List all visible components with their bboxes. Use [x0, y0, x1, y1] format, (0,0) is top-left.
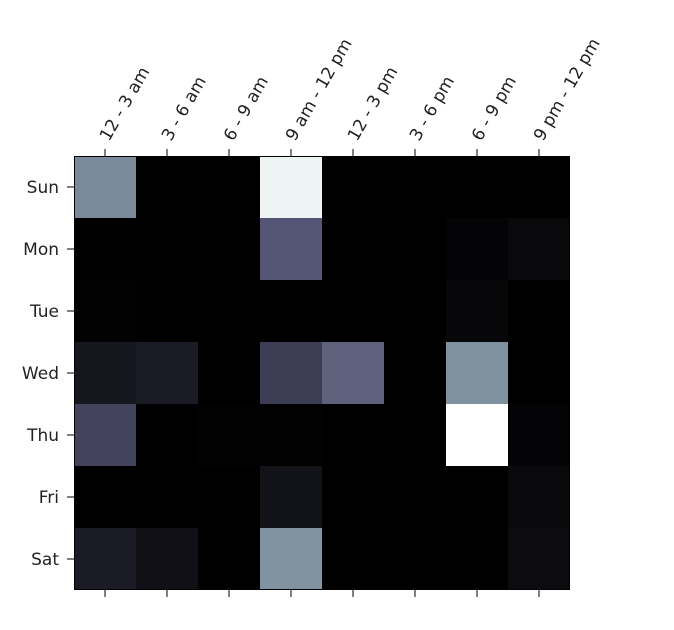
x-tick-label: 12 - 3 pm: [344, 63, 402, 144]
heatmap-cell-wed-2: [198, 342, 260, 404]
heatmap-cell-mon-1: [136, 218, 198, 280]
heatmap-cell-sun-3: [260, 156, 322, 218]
heatmap-cell-wed-6: [446, 342, 508, 404]
heatmap-cell-tue-2: [198, 280, 260, 342]
heatmap-cell-tue-7: [508, 280, 570, 342]
heatmap-cells: [74, 156, 570, 590]
heatmap-cell-sat-3: [260, 528, 322, 590]
heatmap-cell-tue-0: [74, 280, 136, 342]
heatmap-cell-mon-7: [508, 218, 570, 280]
heatmap-cell-mon-0: [74, 218, 136, 280]
x-tick-label: 9 pm - 12 pm: [530, 35, 605, 145]
heatmap-cell-fri-6: [446, 466, 508, 528]
y-tick-label: Mon: [23, 240, 59, 260]
heatmap-cell-tue-3: [260, 280, 322, 342]
x-tick-label: 9 am - 12 pm: [282, 35, 357, 144]
y-tick-label: Sun: [27, 178, 59, 198]
x-tick-label: 6 - 9 pm: [468, 73, 521, 145]
heatmap-cell-sat-5: [384, 528, 446, 590]
heatmap-cell-thu-7: [508, 404, 570, 466]
heatmap-cell-sun-6: [446, 156, 508, 218]
y-axis-ticks: Sun Mon Tue Wed Thu Fri Sat: [22, 178, 74, 570]
y-tick-label: Wed: [22, 364, 59, 384]
heatmap-cell-mon-3: [260, 218, 322, 280]
heatmap-cell-fri-7: [508, 466, 570, 528]
heatmap-cell-mon-6: [446, 218, 508, 280]
heatmap-cell-sat-1: [136, 528, 198, 590]
heatmap-cell-wed-4: [322, 342, 384, 404]
x-tick-label: 6 - 9 am: [220, 73, 273, 144]
heatmap-cell-fri-5: [384, 466, 446, 528]
heatmap-cell-sat-6: [446, 528, 508, 590]
heatmap-cell-wed-3: [260, 342, 322, 404]
heatmap-cell-thu-4: [322, 404, 384, 466]
heatmap-cell-mon-4: [322, 218, 384, 280]
heatmap-cell-sat-0: [74, 528, 136, 590]
x-tick-label: 12 - 3 am: [96, 64, 154, 145]
heatmap-cell-tue-5: [384, 280, 446, 342]
x-tick-label: 3 - 6 am: [158, 73, 211, 144]
heatmap-cell-thu-3: [260, 404, 322, 466]
heatmap-cell-mon-2: [198, 218, 260, 280]
heatmap-cell-sun-1: [136, 156, 198, 218]
y-tick-label: Sat: [31, 550, 59, 570]
heatmap-cell-fri-4: [322, 466, 384, 528]
heatmap-cell-sat-4: [322, 528, 384, 590]
heatmap-cell-tue-1: [136, 280, 198, 342]
heatmap-cell-wed-0: [74, 342, 136, 404]
heatmap-cell-thu-1: [136, 404, 198, 466]
x-tick-label: 3 - 6 pm: [406, 73, 459, 145]
y-tick-label: Tue: [29, 302, 59, 322]
heatmap-cell-sat-7: [508, 528, 570, 590]
heatmap-cell-thu-2: [198, 404, 260, 466]
heatmap-cell-fri-0: [74, 466, 136, 528]
heatmap-cell-sun-0: [74, 156, 136, 218]
heatmap-cell-mon-5: [384, 218, 446, 280]
heatmap-cell-sun-7: [508, 156, 570, 218]
heatmap-cell-wed-7: [508, 342, 570, 404]
heatmap-cell-thu-6: [446, 404, 508, 466]
heatmap-cell-tue-4: [322, 280, 384, 342]
heatmap-cell-tue-6: [446, 280, 508, 342]
heatmap-cell-wed-1: [136, 342, 198, 404]
y-tick-label: Fri: [39, 488, 59, 508]
heatmap-cell-fri-3: [260, 466, 322, 528]
heatmap-cell-sun-4: [322, 156, 384, 218]
heatmap-cell-fri-1: [136, 466, 198, 528]
plot-frame: [74, 156, 570, 590]
y-tick-label: Thu: [26, 426, 59, 446]
heatmap-cell-fri-2: [198, 466, 260, 528]
heatmap-cell-wed-5: [384, 342, 446, 404]
heatmap-cell-sun-5: [384, 156, 446, 218]
heatmap-cell-sat-2: [198, 528, 260, 590]
heatmap-cell-sun-2: [198, 156, 260, 218]
heatmap-cell-thu-0: [74, 404, 136, 466]
heatmap-cell-thu-5: [384, 404, 446, 466]
